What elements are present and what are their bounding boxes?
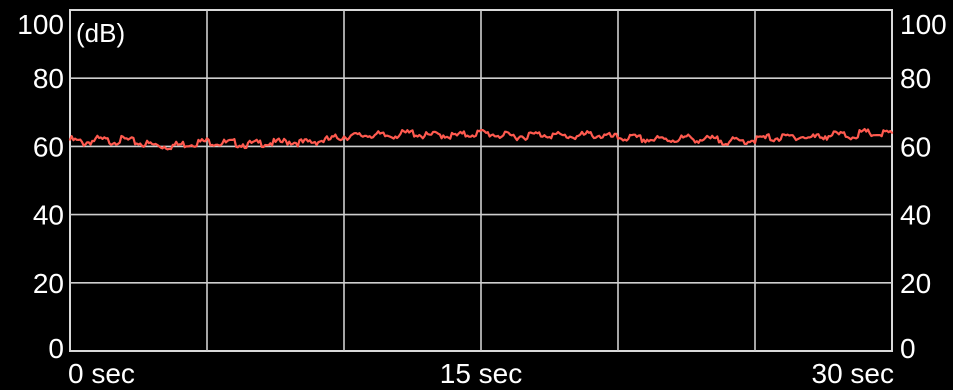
y-tick-right-80: 80 (900, 63, 931, 94)
y-tick-left-20: 20 (33, 268, 64, 299)
y-tick-right-40: 40 (900, 200, 931, 231)
x-tick-label-30: 30 sec (812, 358, 895, 389)
y-tick-right-0: 0 (900, 333, 916, 364)
series-layer (68, 127, 894, 151)
y-tick-left-80: 80 (33, 63, 64, 94)
x-tick-label-0: 0 sec (68, 358, 135, 389)
grid (69, 9, 893, 352)
y-tick-right-100: 100 (900, 9, 947, 40)
y-tick-left-40: 40 (33, 200, 64, 231)
y-tick-right-60: 60 (900, 131, 931, 162)
x-tick-label-15: 15 sec (440, 358, 523, 389)
labels-layer: 0 0 20 20 40 40 60 60 80 80 100 100 0 sec 15 sec 30 se… (17, 9, 946, 389)
unit-label: (dB) (76, 18, 125, 48)
series-line-0 (68, 127, 894, 151)
y-tick-left-60: 60 (33, 131, 64, 162)
y-tick-left-0: 0 (48, 333, 64, 364)
y-tick-right-20: 20 (900, 268, 931, 299)
y-tick-left-100: 100 (17, 9, 64, 40)
